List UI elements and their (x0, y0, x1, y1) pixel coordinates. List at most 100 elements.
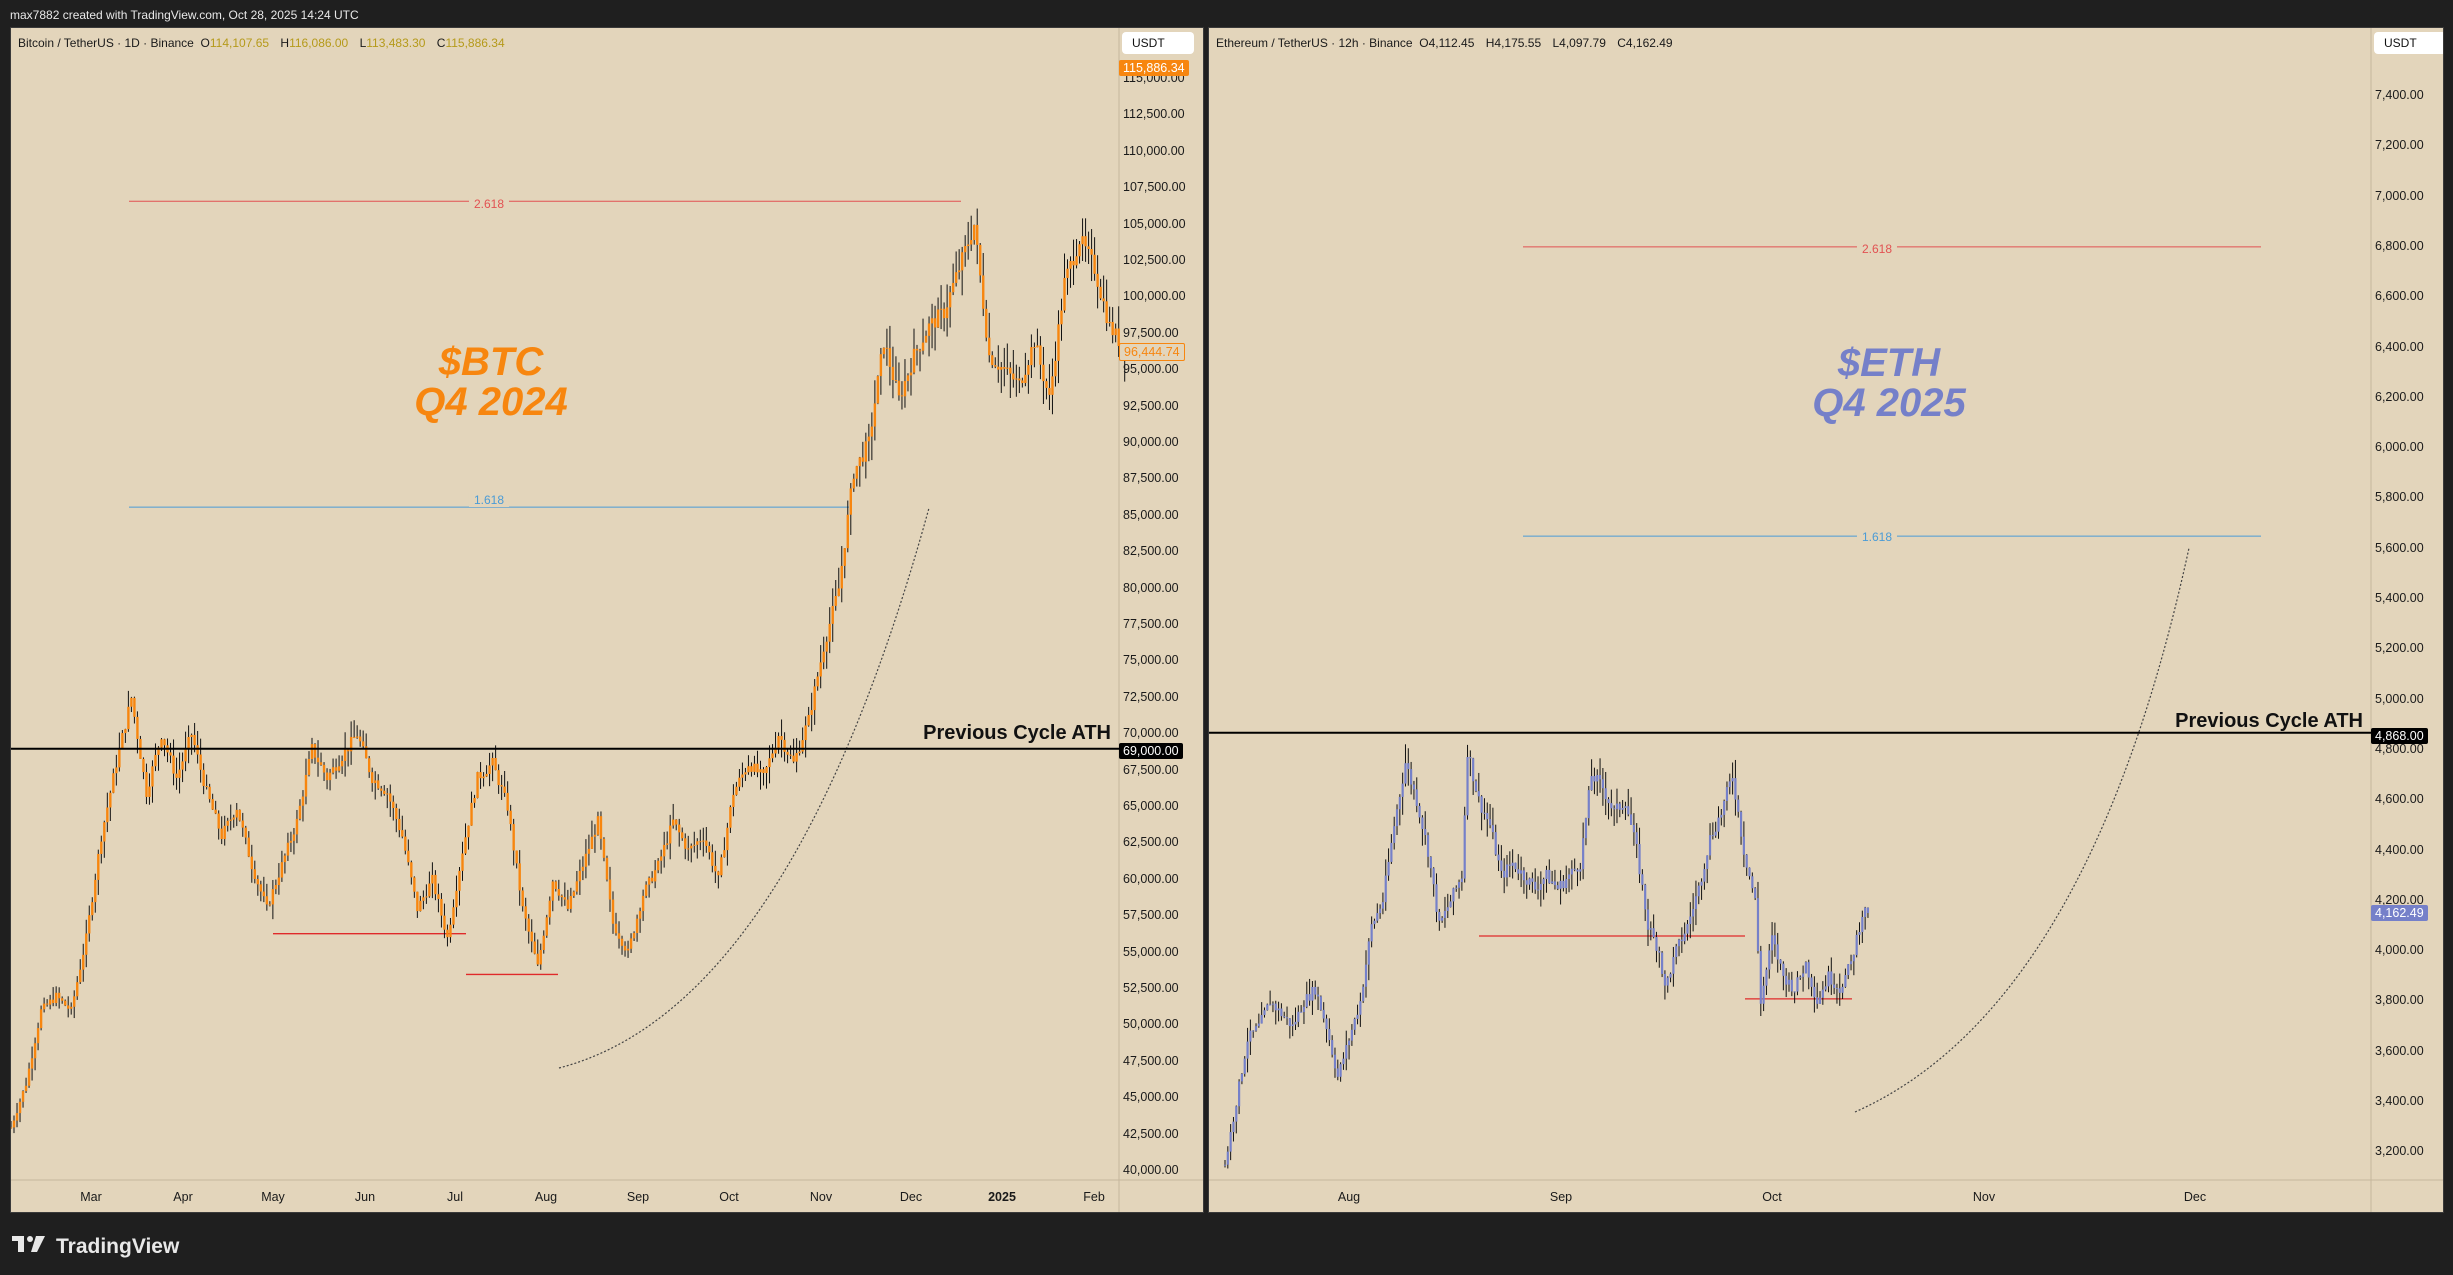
eth-high: 4,175.55 (1494, 36, 1542, 50)
price-tick-label: 4,600.00 (2375, 792, 2424, 807)
btc-high: 116,086.00 (289, 36, 349, 50)
price-tick-label: 107,500.00 (1123, 180, 1186, 195)
price-tick-label: 87,500.00 (1123, 471, 1179, 486)
price-tick-label: 77,500.00 (1123, 617, 1179, 631)
price-tick-label: 72,500.00 (1123, 689, 1179, 704)
price-tick-label: 3,400.00 (2375, 1094, 2424, 1108)
price-tick-label: 5,200.00 (2375, 641, 2424, 656)
date-tick-label: Nov (1972, 1190, 1996, 1204)
date-tick-label: Apr (173, 1190, 193, 1204)
price-tick-label: 6,800.00 (2375, 238, 2424, 253)
btc-close: 115,886.34 (445, 36, 505, 50)
btc-ath-price-tag: 69,000.00 (1119, 743, 1183, 759)
date-tick-label: Oct (1762, 1190, 1782, 1204)
btc-symbol: Bitcoin / TetherUS · 1D · Binance (18, 36, 194, 50)
price-tick-label: 7,200.00 (2375, 138, 2424, 153)
btc-currency-button[interactable]: USDT (1122, 32, 1194, 54)
btc-fib-2618-label: 2.618 (468, 197, 510, 211)
price-tick-label: 70,000.00 (1123, 726, 1179, 741)
price-tick-label: 45,000.00 (1123, 1090, 1179, 1105)
eth-low: 4,097.79 (1559, 36, 1606, 50)
btc-cursor-price-tag: 96,444.74 (1119, 343, 1185, 361)
price-tick-label: 102,500.00 (1123, 253, 1186, 267)
price-tick-label: 110,000.00 (1123, 143, 1185, 158)
price-tick-label: 5,800.00 (2375, 490, 2424, 505)
eth-fib-2618-label: 2.618 (1856, 242, 1898, 256)
price-tick-label: 62,500.00 (1123, 835, 1179, 850)
price-tick-label: 82,500.00 (1123, 544, 1179, 559)
btc-ath-label: Previous Cycle ATH (923, 722, 1111, 744)
eth-fib-1618-label: 1.618 (1856, 530, 1898, 544)
date-tick-label: Nov (809, 1190, 833, 1204)
price-tick-label: 57,500.00 (1123, 908, 1179, 923)
price-tick-label: 52,500.00 (1123, 981, 1179, 995)
eth-symbol: Ethereum / TetherUS · 12h · Binance (1216, 36, 1413, 50)
eth-chart-panel[interactable]: Ethereum / TetherUS · 12h · Binance O4,1… (1208, 27, 2444, 1213)
price-tick-label: 7,400.00 (2375, 88, 2424, 102)
date-tick-label: Mar (80, 1190, 102, 1204)
date-tick-label: 2025 (988, 1190, 1016, 1204)
price-tick-label: 92,500.00 (1123, 398, 1179, 413)
btc-open: 114,107.65 (209, 36, 270, 50)
price-tick-label: 3,600.00 (2375, 1043, 2424, 1058)
price-tick-label: 4,400.00 (2375, 842, 2424, 857)
price-tick-label: 42,500.00 (1123, 1126, 1179, 1141)
btc-low: 113,483.30 (366, 36, 426, 50)
price-tick-label: 112,500.00 (1123, 107, 1185, 122)
btc-title-annotation: $BTC Q4 2024 (414, 340, 568, 424)
date-tick-label: Feb (1083, 1190, 1105, 1204)
price-tick-label: 60,000.00 (1123, 871, 1179, 886)
eth-ath-price-tag: 4,868.00 (2371, 728, 2428, 744)
price-tick-label: 100,000.00 (1123, 289, 1186, 304)
eth-last-price-tag: 4,162.49 (2371, 905, 2428, 921)
date-tick-label: Sep (1549, 1190, 1573, 1204)
eth-candlestick-chart[interactable] (1209, 28, 2444, 1213)
eth-close: 4,162.49 (1625, 36, 1673, 50)
date-tick-label: Jul (447, 1190, 463, 1204)
price-tick-label: 5,600.00 (2375, 540, 2424, 555)
date-tick-label: Oct (719, 1190, 739, 1204)
btc-last-price-tag: 115,886.34 (1119, 60, 1189, 76)
price-tick-label: 7,000.00 (2375, 188, 2424, 203)
price-tick-label: 3,200.00 (2375, 1144, 2424, 1159)
tradingview-brand: TradingView (12, 1234, 179, 1260)
attribution-text: max7882 created with TradingView.com, Oc… (10, 8, 359, 22)
price-tick-label: 3,800.00 (2375, 993, 2424, 1008)
price-tick-label: 50,000.00 (1123, 1017, 1179, 1032)
date-tick-label: May (261, 1190, 285, 1204)
eth-ath-label: Previous Cycle ATH (2175, 710, 2363, 732)
price-tick-label: 85,000.00 (1123, 507, 1179, 522)
price-tick-label: 90,000.00 (1123, 435, 1179, 449)
price-tick-label: 67,500.00 (1123, 762, 1179, 777)
date-tick-label: Dec (899, 1190, 923, 1204)
price-tick-label: 80,000.00 (1123, 580, 1179, 595)
eth-currency-button[interactable]: USDT (2374, 32, 2443, 54)
eth-legend: Ethereum / TetherUS · 12h · Binance O4,1… (1216, 36, 1673, 50)
price-tick-label: 5,400.00 (2375, 591, 2424, 605)
price-tick-label: 6,200.00 (2375, 389, 2424, 404)
btc-chart-panel[interactable]: Bitcoin / TetherUS · 1D · Binance O114,1… (10, 27, 1204, 1213)
price-tick-label: 6,600.00 (2375, 289, 2424, 304)
price-tick-label: 4,000.00 (2375, 943, 2424, 958)
price-tick-label: 55,000.00 (1123, 944, 1179, 959)
price-tick-label: 95,000.00 (1123, 362, 1179, 377)
price-tick-label: 4,200.00 (2375, 892, 2424, 907)
price-tick-label: 65,000.00 (1123, 799, 1179, 813)
date-tick-label: Jun (354, 1190, 376, 1204)
btc-fib-1618-label: 1.618 (468, 493, 510, 507)
btc-candlestick-chart[interactable] (11, 28, 1204, 1213)
price-tick-label: 4,800.00 (2375, 741, 2424, 756)
price-tick-label: 6,000.00 (2375, 440, 2424, 455)
price-tick-label: 47,500.00 (1123, 1053, 1179, 1068)
price-tick-label: 5,000.00 (2375, 691, 2424, 706)
eth-open: 4,112.45 (1428, 36, 1475, 50)
btc-legend: Bitcoin / TetherUS · 1D · Binance O114,1… (18, 36, 505, 50)
date-tick-label: Sep (626, 1190, 650, 1204)
date-tick-label: Aug (1337, 1190, 1361, 1204)
price-tick-label: 75,000.00 (1123, 653, 1179, 668)
date-tick-label: Dec (2183, 1190, 2207, 1204)
price-tick-label: 40,000.00 (1123, 1163, 1179, 1177)
tradingview-logo-icon (12, 1234, 48, 1260)
price-tick-label: 6,400.00 (2375, 339, 2424, 354)
price-tick-label: 97,500.00 (1123, 325, 1179, 340)
